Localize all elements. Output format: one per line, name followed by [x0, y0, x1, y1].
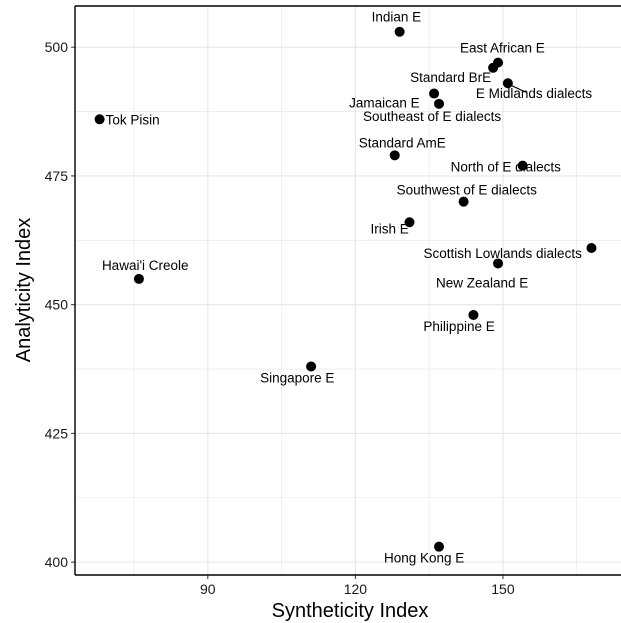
- data-point: [434, 98, 444, 109]
- data-point: [434, 541, 444, 552]
- data-point: [502, 78, 513, 89]
- data-point: [404, 217, 415, 228]
- data-points: [94, 26, 597, 552]
- point-label: Scottish Lowlands dialects: [423, 246, 582, 261]
- y-tick-label: 400: [45, 554, 69, 570]
- data-point: [389, 150, 400, 161]
- data-point: [394, 26, 405, 37]
- point-label: East African E: [460, 41, 545, 56]
- point-label: Tok Pisin: [106, 112, 160, 127]
- data-point: [133, 273, 144, 284]
- y-axis-title: Analyticity Index: [13, 218, 35, 363]
- data-point: [488, 62, 499, 73]
- point-label: Irish E: [370, 221, 408, 236]
- point-label: Southwest of E dialects: [397, 183, 538, 198]
- y-tick-label: 500: [45, 39, 69, 55]
- point-label: Philippine E: [423, 319, 494, 334]
- data-point: [94, 114, 105, 125]
- x-tick-label: 150: [491, 581, 515, 597]
- point-label: New Zealand E: [436, 275, 528, 290]
- data-point: [586, 243, 597, 254]
- point-label: Hawai'i Creole: [102, 258, 189, 273]
- point-label: Southeast of E dialects: [363, 109, 501, 124]
- label-leader-line: [510, 84, 527, 93]
- point-label: E Midlands dialects: [476, 86, 593, 101]
- axes: 90 120 150 400 425 450 475 500: [45, 5, 621, 597]
- data-point: [429, 88, 440, 99]
- point-label: North of E dialects: [451, 160, 562, 175]
- x-tick-label: 90: [200, 581, 216, 597]
- data-point: [306, 361, 317, 372]
- data-point: [468, 309, 479, 320]
- x-tick-label: 120: [344, 581, 368, 597]
- y-tick-label: 475: [45, 168, 69, 184]
- y-tick-label: 450: [45, 297, 69, 313]
- data-point: [517, 160, 528, 171]
- x-axis-title: Syntheticity Index: [272, 600, 429, 622]
- point-label: Standard BrE: [410, 70, 491, 85]
- data-point: [458, 196, 469, 207]
- data-point: [493, 258, 504, 269]
- point-label: Jamaican E: [349, 96, 420, 111]
- point-label: Indian E: [372, 10, 422, 25]
- y-tick-label: 425: [45, 425, 69, 441]
- point-label: Hong Kong E: [384, 551, 464, 566]
- point-label: Standard AmE: [359, 135, 446, 150]
- point-label: Singapore E: [260, 370, 334, 385]
- gridlines: [75, 6, 621, 575]
